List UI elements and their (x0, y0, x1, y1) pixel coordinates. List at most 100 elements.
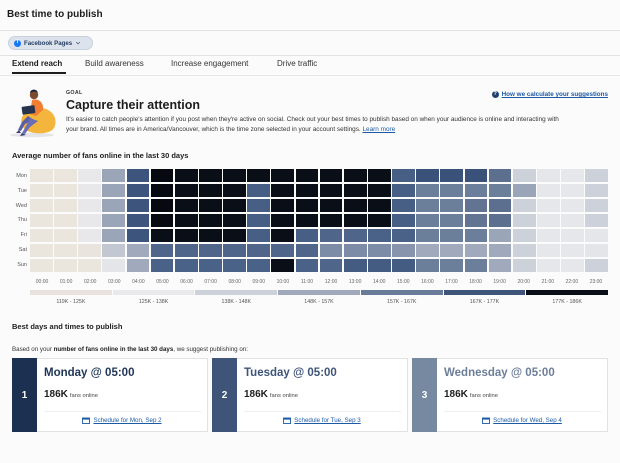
heatmap-cell[interactable] (30, 198, 53, 213)
heatmap-cell[interactable] (247, 213, 270, 228)
heatmap-cell[interactable] (416, 243, 439, 258)
heatmap-cell[interactable] (343, 198, 367, 213)
heatmap-cell[interactable] (440, 198, 464, 213)
heatmap-cell[interactable] (416, 169, 439, 183)
heatmap-cell[interactable] (561, 243, 584, 258)
heatmap-cell[interactable] (271, 228, 295, 243)
heatmap-cell[interactable] (416, 213, 439, 228)
heatmap-cell[interactable] (561, 169, 584, 183)
heatmap-cell[interactable] (537, 243, 560, 258)
heatmap-cell[interactable] (368, 243, 391, 258)
tab-build-awareness[interactable]: Build awareness (85, 59, 144, 68)
heatmap-cell[interactable] (150, 258, 174, 272)
heatmap-cell[interactable] (126, 228, 150, 243)
heatmap-cell[interactable] (464, 169, 488, 183)
heatmap-cell[interactable] (464, 243, 488, 258)
heatmap-cell[interactable] (54, 228, 77, 243)
how-we-calculate-label[interactable]: How we calculate your suggestions (501, 91, 608, 98)
heatmap-cell[interactable] (319, 198, 343, 213)
heatmap-cell[interactable] (271, 198, 295, 213)
heatmap-cell[interactable] (126, 243, 150, 258)
heatmap-cell[interactable] (537, 198, 560, 213)
heatmap-cell[interactable] (174, 228, 198, 243)
heatmap-cell[interactable] (54, 243, 77, 258)
heatmap-cell[interactable] (343, 169, 367, 183)
heatmap-cell[interactable] (54, 198, 77, 213)
heatmap-cell[interactable] (368, 198, 391, 213)
schedule-link[interactable]: Schedule for Wed, Sep 4 (437, 417, 607, 424)
heatmap-cell[interactable] (78, 228, 101, 243)
heatmap-cell[interactable] (295, 169, 319, 183)
heatmap-cell[interactable] (247, 258, 270, 272)
heatmap-cell[interactable] (295, 183, 319, 198)
heatmap-cell[interactable] (561, 183, 584, 198)
heatmap-cell[interactable] (368, 169, 391, 183)
heatmap-cell[interactable] (440, 258, 464, 272)
heatmap-cell[interactable] (537, 258, 560, 272)
heatmap-cell[interactable] (392, 228, 415, 243)
heatmap-cell[interactable] (199, 228, 222, 243)
heatmap-cell[interactable] (319, 243, 343, 258)
heatmap-cell[interactable] (343, 258, 367, 272)
heatmap-cell[interactable] (585, 213, 608, 228)
heatmap-cell[interactable] (368, 258, 391, 272)
heatmap-cell[interactable] (271, 258, 295, 272)
heatmap-cell[interactable] (319, 228, 343, 243)
heatmap-cell[interactable] (102, 198, 126, 213)
schedule-link-label[interactable]: Schedule for Mon, Sep 2 (93, 417, 162, 424)
heatmap-cell[interactable] (561, 258, 584, 272)
heatmap-cell[interactable] (512, 258, 536, 272)
heatmap-cell[interactable] (30, 213, 53, 228)
heatmap-cell[interactable] (585, 258, 608, 272)
heatmap-cell[interactable] (174, 243, 198, 258)
heatmap-cell[interactable] (512, 198, 536, 213)
heatmap-cell[interactable] (199, 213, 222, 228)
heatmap-cell[interactable] (440, 243, 464, 258)
heatmap-cell[interactable] (223, 258, 246, 272)
heatmap-cell[interactable] (54, 169, 77, 183)
heatmap-cell[interactable] (54, 183, 77, 198)
heatmap-cell[interactable] (319, 213, 343, 228)
schedule-link-label[interactable]: Schedule for Wed, Sep 4 (493, 417, 562, 424)
heatmap-cell[interactable] (150, 183, 174, 198)
heatmap-cell[interactable] (440, 169, 464, 183)
heatmap-cell[interactable] (464, 228, 488, 243)
heatmap-cell[interactable] (319, 258, 343, 272)
heatmap-cell[interactable] (78, 169, 101, 183)
heatmap-cell[interactable] (488, 169, 512, 183)
heatmap-cell[interactable] (102, 258, 126, 272)
heatmap-cell[interactable] (537, 213, 560, 228)
heatmap-cell[interactable] (271, 243, 295, 258)
heatmap-cell[interactable] (102, 183, 126, 198)
schedule-link-label[interactable]: Schedule for Tue, Sep 3 (294, 417, 361, 424)
heatmap-cell[interactable] (174, 198, 198, 213)
heatmap-cell[interactable] (199, 198, 222, 213)
heatmap-cell[interactable] (416, 258, 439, 272)
heatmap-cell[interactable] (199, 169, 222, 183)
heatmap-cell[interactable] (392, 243, 415, 258)
heatmap-cell[interactable] (78, 243, 101, 258)
heatmap-cell[interactable] (126, 213, 150, 228)
heatmap-cell[interactable] (78, 258, 101, 272)
heatmap-cell[interactable] (561, 198, 584, 213)
heatmap-cell[interactable] (585, 198, 608, 213)
heatmap-cell[interactable] (392, 198, 415, 213)
schedule-link[interactable]: Schedule for Mon, Sep 2 (37, 417, 207, 424)
heatmap-cell[interactable] (247, 243, 270, 258)
how-we-calculate-link[interactable]: ? How we calculate your suggestions (491, 91, 608, 98)
heatmap-cell[interactable] (150, 243, 174, 258)
heatmap-cell[interactable] (174, 258, 198, 272)
heatmap-cell[interactable] (368, 228, 391, 243)
heatmap-cell[interactable] (488, 213, 512, 228)
heatmap-cell[interactable] (30, 243, 53, 258)
heatmap-cell[interactable] (247, 183, 270, 198)
heatmap-cell[interactable] (150, 228, 174, 243)
heatmap-cell[interactable] (416, 228, 439, 243)
heatmap-cell[interactable] (223, 198, 246, 213)
heatmap-cell[interactable] (78, 198, 101, 213)
heatmap-cell[interactable] (392, 213, 415, 228)
heatmap-cell[interactable] (561, 228, 584, 243)
heatmap-cell[interactable] (150, 169, 174, 183)
heatmap-cell[interactable] (102, 228, 126, 243)
heatmap-cell[interactable] (126, 183, 150, 198)
